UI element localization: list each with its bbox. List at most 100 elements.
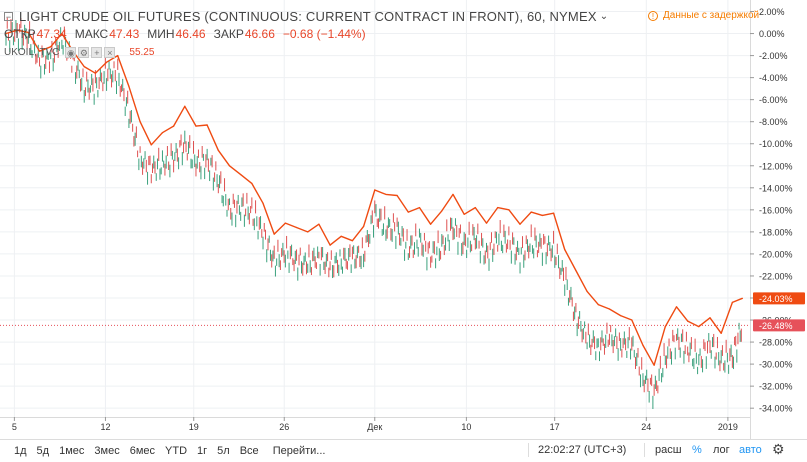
y-tick-label: -16.00% [759,205,793,215]
compare-value: 55.25 [129,46,155,58]
compare-symbol-name: UKOIL [4,46,35,58]
remove-icon[interactable]: × [104,46,116,58]
tf-all[interactable]: Все [239,445,259,457]
clock[interactable]: 22:02:27 (UTC+3) [538,444,627,456]
ukoil-point [597,304,599,306]
close-label: ЗАКР [213,26,244,41]
ukoil-point [94,72,96,74]
tf-6m[interactable]: 6мес [129,445,156,457]
ukoil-point [508,209,510,211]
y-tick-label: -18.00% [759,227,793,237]
ukoil-point [519,223,521,225]
collapse-legend-icon[interactable]: − [4,12,13,22]
ukoil-point [105,61,108,63]
scale-log-button[interactable]: лог [713,444,730,456]
toolbar-divider [528,443,529,457]
y-tick-label: 2.00% [759,7,785,17]
eye-icon[interactable]: ◉ [65,46,77,58]
series-title-row[interactable]: − LIGHT CRUDE OIL FUTURES (CONTINUOUS: C… [4,8,608,25]
ukoil-point [5,32,7,35]
y-tick-label: -2.00% [759,51,788,61]
ukoil-point [318,223,320,225]
ukoil-point [240,173,242,176]
ukoil-point [206,124,208,126]
scale-auto-button[interactable]: авто [739,444,762,456]
y-tick-label: -28.00% [759,338,793,348]
last-value-badge [753,319,805,332]
ukoil-point [217,149,219,151]
tf-5y[interactable]: 5л [217,445,230,457]
ukoil-point [50,46,52,48]
ukoil-point [139,121,141,123]
last-value-label: -24.03% [759,294,793,304]
ukoil-point [396,194,398,197]
scale-extended-button[interactable]: расш [655,444,682,456]
add-icon[interactable]: + [91,46,103,58]
y-tick-label: -20.00% [759,249,793,259]
tf-1d[interactable]: 1д [14,445,27,457]
ukoil-point [452,193,454,196]
series-ukoil-points [5,29,744,366]
goto-date-button[interactable]: Перейти... [272,445,326,457]
y-tick-label: -22.00% [759,271,793,281]
series-ukoil-line [5,29,743,366]
y-tick-label: 0.00% [759,29,785,39]
ukoil-point [642,344,644,346]
high-label: МАКС [74,26,109,41]
x-tick-label: Дек [367,422,382,432]
ukoil-point [664,326,666,328]
ukoil-point [474,207,476,209]
tf-ytd[interactable]: YTD [165,445,188,457]
delay-text: Данные с задержкой [663,10,760,21]
ukoil-point [262,202,264,204]
x-tick-label: 5 [12,422,17,432]
gear-icon[interactable]: ⚙ [772,441,785,457]
series-title[interactable]: LIGHT CRUDE OIL FUTURES (CONTINUOUS: CUR… [19,9,597,24]
change-value: −0.68 (−1.44%) [282,26,366,41]
ukoil-point [430,223,432,225]
title-chevron-icon[interactable]: ⌄ [599,11,609,22]
ukoil-point [27,31,29,34]
warning-icon: ! [648,10,658,21]
delay-notice[interactable]: ! Данные с задержкой [648,10,759,21]
ukoil-point [530,211,532,213]
open-value: 47.34 [36,26,67,41]
ukoil-point [564,248,566,251]
x-tick-label: 2019 [718,422,738,432]
ukoil-point [16,29,18,31]
ukoil-point [687,320,689,322]
ukoil-point [675,306,678,308]
x-tick-label: 12 [100,422,110,432]
ukoil-point [620,315,622,317]
tf-5d[interactable]: 5д [36,445,50,457]
ukoil-point [441,210,443,212]
ukoil-point [497,207,499,209]
tf-3m[interactable]: 3мес [94,445,120,457]
x-tick-label: 26 [279,422,289,432]
ukoil-point [709,317,711,319]
ukoil-point [608,308,611,310]
ukoil-point [351,240,354,242]
compare-symbol[interactable]: UKOIL, TVC [4,47,59,58]
y-tick-label: -8.00% [759,117,788,127]
low-value: 46.46 [175,26,206,41]
bottom-toolbar: 1д 5д 1мес 3мес 6мес YTD 1г 5л Все Перей… [0,439,807,462]
chart-legend: − LIGHT CRUDE OIL FUTURES (CONTINUOUS: C… [4,8,608,60]
scale-percent-button[interactable]: % [692,444,702,456]
tf-1m[interactable]: 1мес [59,445,85,457]
settings-small-icon[interactable]: ⚙ [78,46,90,58]
ukoil-point [284,222,286,224]
ukoil-point [631,319,633,321]
tf-1y[interactable]: 1г [197,445,208,457]
ukoil-point [741,297,744,299]
ukoil-point [307,231,309,233]
last-value-label: -26.48% [759,321,793,331]
compare-row[interactable]: UKOIL, TVC ◉ ⚙ + × 55.25 [4,44,608,60]
ukoil-point [418,207,421,209]
y-tick-label: -6.00% [759,95,788,105]
ukoil-point [273,233,275,235]
ukoil-point [117,54,119,57]
y-tick-label: -14.00% [759,183,793,193]
